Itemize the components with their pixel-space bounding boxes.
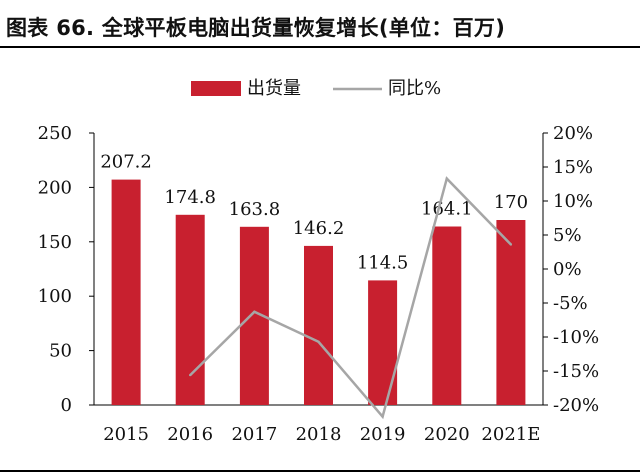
- left-tick-label-150: 150: [38, 232, 72, 253]
- right-tick-label--5%: -5%: [553, 293, 588, 314]
- right-tick-label-15%: 15%: [553, 157, 593, 178]
- legend-label-shipments: 出货量: [247, 78, 301, 99]
- bar-label-2020: 164.1: [421, 199, 473, 220]
- x-tick-label-2020: 2020: [424, 424, 470, 445]
- yoy-point-2018: [317, 340, 320, 343]
- yoy-point-2016: [189, 373, 192, 377]
- yoy-point-2017: [253, 310, 256, 313]
- x-tick-label-2017: 2017: [231, 424, 277, 445]
- bar-label-2017: 163.8: [229, 199, 281, 220]
- right-tick-label-20%: 20%: [553, 123, 593, 144]
- legend-swatch-shipments: [191, 81, 241, 96]
- x-tick-label-2019: 2019: [360, 424, 406, 445]
- bar-label-2015: 207.2: [100, 152, 152, 173]
- left-axis-ticks: 0 50 100 150 200 250: [38, 123, 94, 416]
- left-tick-label-200: 200: [38, 177, 72, 198]
- title-bar: 图表 66. 全球平板电脑出货量恢复增长(单位：百万): [0, 0, 640, 48]
- yoy-line: [189, 176, 512, 420]
- bottom-rule: [0, 470, 640, 472]
- x-tick-label-2021E: 2021E: [481, 424, 540, 445]
- bar-labels-group: 207.2 174.8 163.8 146.2 114.5 164.1 170: [100, 152, 528, 274]
- bar-2021E: [496, 220, 526, 405]
- legend-label-yoy: 同比%: [388, 78, 441, 99]
- right-tick-label-5%: 5%: [553, 225, 582, 246]
- right-axis-ticks: -20% -15% -10% -5% 0% 5% 10% 15% 20%: [543, 123, 599, 416]
- title-underline: [0, 46, 640, 48]
- x-tick-label-2016: 2016: [167, 424, 213, 445]
- x-axis-ticks: 2015 2016 2017 2018 2019 2020 2021E: [103, 424, 540, 445]
- left-tick-label-250: 250: [38, 123, 72, 144]
- chart-area: 出货量 同比% 207.2 174.8 163.8 146.2 114.5 164.1 17…: [38, 78, 599, 445]
- right-tick-label-10%: 10%: [553, 191, 593, 212]
- bar-label-2016: 174.8: [164, 187, 216, 208]
- bar-2015: [111, 179, 141, 405]
- bar-label-2019: 114.5: [357, 252, 409, 273]
- bar-2016: [175, 214, 205, 405]
- bars-group: [111, 179, 526, 405]
- bar-2019: [368, 280, 398, 405]
- right-tick-label--10%: -10%: [553, 327, 599, 348]
- yoy-point-2021E: [509, 243, 513, 246]
- left-tick-label-0: 0: [61, 395, 72, 416]
- x-tick-label-2018: 2018: [296, 424, 342, 445]
- yoy-point-2020: [445, 177, 448, 180]
- left-tick-label-50: 50: [49, 341, 72, 362]
- right-tick-label-0%: 0%: [553, 259, 582, 280]
- bar-2018: [304, 245, 333, 405]
- yoy-point-2019: [381, 415, 384, 418]
- legend: 出货量 同比%: [191, 78, 441, 99]
- bar-label-2021E: 170: [494, 192, 528, 213]
- left-tick-label-100: 100: [38, 286, 72, 307]
- yoy-line-group: [189, 176, 513, 420]
- x-tick-label-2015: 2015: [103, 424, 149, 445]
- chart-title: 图表 66. 全球平板电脑出货量恢复增长(单位：百万): [6, 16, 506, 40]
- bar-2020: [432, 226, 462, 405]
- right-tick-label--15%: -15%: [553, 361, 599, 382]
- right-tick-label--20%: -20%: [553, 395, 599, 416]
- bar-label-2018: 146.2: [293, 218, 345, 239]
